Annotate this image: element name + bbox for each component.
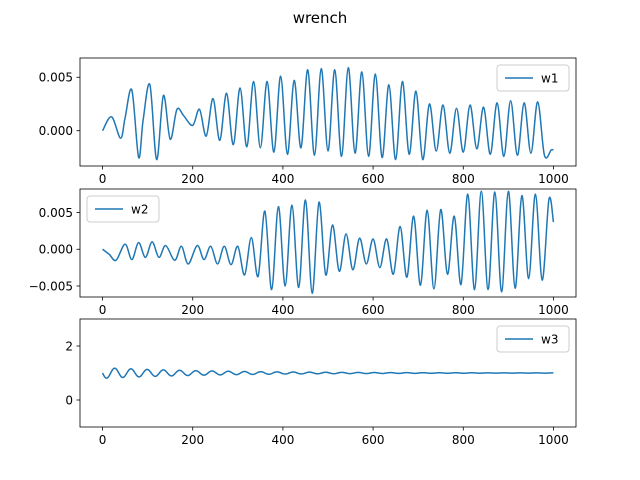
legend: w2 — [86, 195, 160, 223]
x-tick-label: 600 — [362, 172, 385, 186]
x-tick-label: 1000 — [538, 172, 569, 186]
x-tick-label: 0 — [99, 172, 107, 186]
y-tick-label: −0.005 — [29, 279, 73, 293]
x-tick-label: 0 — [99, 433, 107, 447]
plot-area-frame — [79, 188, 577, 298]
y-tick-label: 0.000 — [39, 243, 73, 257]
x-tick-label: 400 — [271, 303, 294, 317]
subplot-3: 0 200 400 600 800 1000 0 2 w3 — [65, 318, 577, 447]
x-tick-label: 0 — [99, 303, 107, 317]
x-tick-label: 800 — [452, 172, 475, 186]
x-tick-label: 400 — [271, 172, 294, 186]
x-tick-label: 600 — [362, 303, 385, 317]
subplot-2: 0 200 400 600 800 1000 −0.005 0.000 0.005 w2 — [29, 188, 577, 317]
y-tick-label: 2 — [65, 340, 73, 354]
subplot-1: 0 200 400 600 800 1000 0.000 0.005 w1 — [39, 57, 577, 186]
x-tick-label: 1000 — [538, 433, 569, 447]
legend: w3 — [496, 325, 570, 353]
x-tick-label: 1000 — [538, 303, 569, 317]
x-tick-label: 200 — [181, 433, 204, 447]
y-tick-label: 0 — [65, 394, 73, 408]
x-tick-label: 800 — [452, 303, 475, 317]
legend: w1 — [496, 64, 570, 92]
x-tick-label: 800 — [452, 433, 475, 447]
x-tick-label: 400 — [271, 433, 294, 447]
y-tick-label: 0.005 — [39, 206, 73, 220]
x-tick-label: 200 — [181, 303, 204, 317]
x-tick-label: 200 — [181, 172, 204, 186]
legend-label: w1 — [541, 72, 558, 86]
figure-title: wrench — [293, 9, 348, 27]
plot-area-frame — [79, 57, 577, 167]
series-line-w3 — [101, 367, 554, 379]
legend-label: w2 — [131, 203, 148, 217]
y-tick-label: 0.000 — [39, 124, 73, 138]
legend-label: w3 — [541, 333, 558, 347]
series-line-w1 — [101, 66, 554, 161]
plot-area-frame — [79, 318, 577, 428]
y-tick-label: 0.005 — [39, 71, 73, 85]
x-tick-label: 600 — [362, 433, 385, 447]
series-line-w2 — [102, 190, 555, 295]
